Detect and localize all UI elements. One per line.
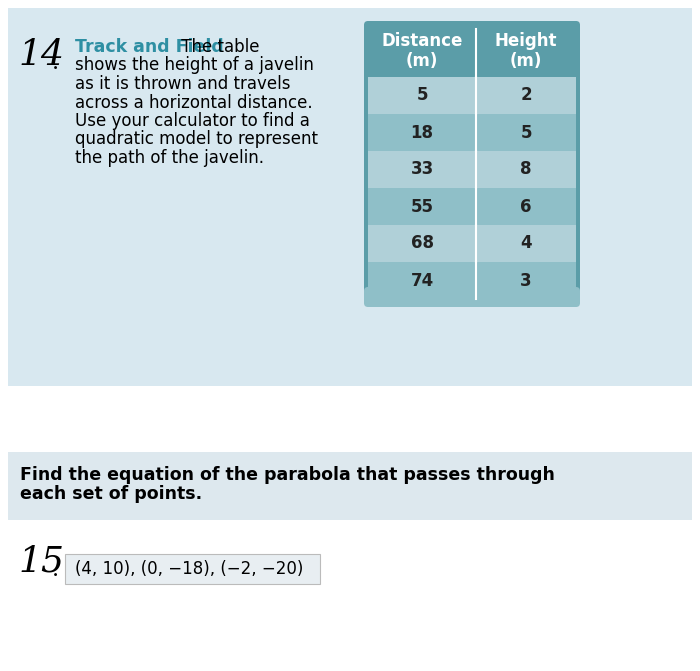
Bar	[368, 114, 576, 151]
Text: 5: 5	[416, 87, 428, 105]
Text: The table: The table	[176, 38, 260, 56]
Text: 68: 68	[410, 234, 433, 252]
Text: 2: 2	[520, 87, 532, 105]
Text: 4: 4	[520, 234, 532, 252]
Text: 5: 5	[520, 123, 532, 142]
Text: 14: 14	[18, 38, 64, 72]
Bar	[368, 262, 576, 299]
Text: (4, 10), (0, −18), (−2, −20): (4, 10), (0, −18), (−2, −20)	[75, 560, 303, 578]
Bar	[368, 188, 576, 225]
Text: shows the height of a javelin: shows the height of a javelin	[75, 56, 314, 74]
Text: 74: 74	[410, 272, 433, 289]
Text: 6: 6	[520, 197, 532, 215]
Bar	[8, 8, 692, 386]
Text: quadratic model to represent: quadratic model to represent	[75, 130, 318, 148]
Text: as it is thrown and travels: as it is thrown and travels	[75, 75, 290, 93]
Text: each set of points.: each set of points.	[20, 485, 202, 503]
Bar	[8, 452, 692, 520]
FancyBboxPatch shape	[364, 287, 580, 307]
Bar	[65, 554, 320, 584]
Text: 33: 33	[410, 160, 433, 178]
Text: Track and Field: Track and Field	[75, 38, 224, 56]
Text: 3: 3	[520, 272, 532, 289]
Text: Height
(m): Height (m)	[495, 32, 557, 70]
Bar	[368, 25, 576, 77]
Text: .: .	[52, 559, 59, 581]
Text: 8: 8	[520, 160, 532, 178]
Text: Find the equation of the parabola that passes through: Find the equation of the parabola that p…	[20, 466, 555, 484]
Text: the path of the javelin.: the path of the javelin.	[75, 149, 264, 167]
FancyBboxPatch shape	[364, 21, 580, 303]
Bar	[368, 77, 576, 114]
Text: across a horizontal distance.: across a horizontal distance.	[75, 93, 313, 111]
Text: 15: 15	[18, 545, 64, 579]
Text: 18: 18	[410, 123, 433, 142]
Bar	[368, 225, 576, 262]
Text: Use your calculator to find a: Use your calculator to find a	[75, 112, 310, 130]
Text: .: .	[52, 52, 59, 74]
Text: Distance
(m): Distance (m)	[382, 32, 463, 70]
Text: 55: 55	[410, 197, 433, 215]
Bar	[368, 151, 576, 188]
